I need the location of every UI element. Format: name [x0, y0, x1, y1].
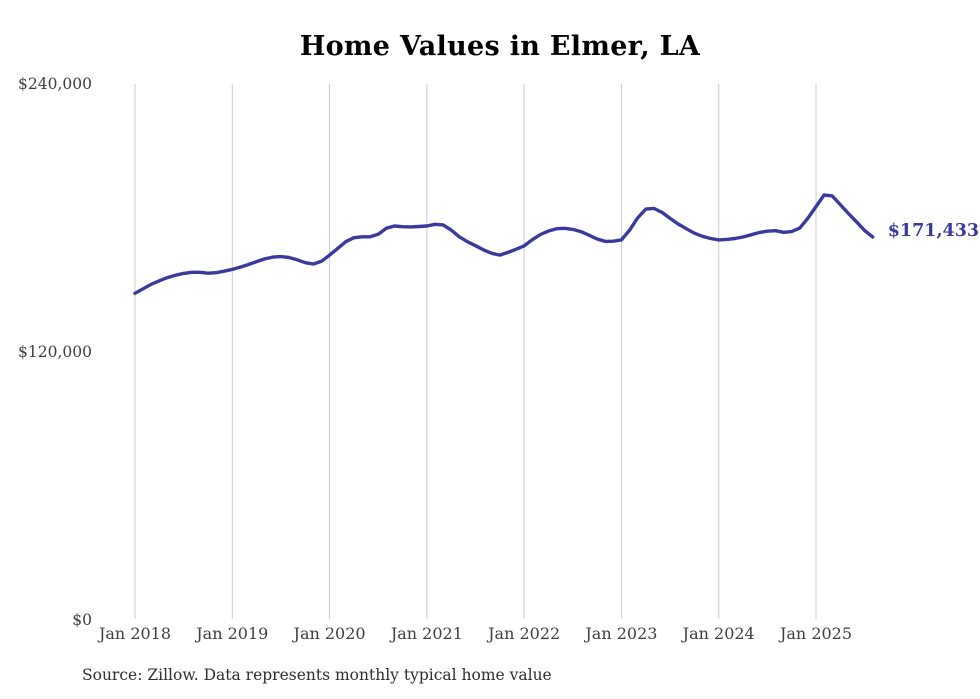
x-tick-label: Jan 2024 — [682, 624, 755, 643]
y-tick-label: $0 — [72, 611, 92, 629]
x-tick-label: Jan 2022 — [488, 624, 561, 643]
y-tick-label: $240,000 — [18, 75, 92, 93]
home-value-line — [133, 193, 875, 295]
x-tick-label: Jan 2020 — [293, 624, 366, 643]
source-note: Source: Zillow. Data represents monthly … — [82, 666, 552, 684]
x-tick-label: Jan 2023 — [585, 624, 658, 643]
end-value-label: $171,433 — [887, 221, 980, 242]
x-tick-label: Jan 2018 — [98, 624, 172, 643]
x-tick-label: Jan 2025 — [779, 624, 853, 643]
x-tick-label: Jan 2021 — [390, 624, 463, 643]
y-tick-label: $120,000 — [18, 343, 92, 361]
x-tick-label: Jan 2019 — [196, 624, 269, 643]
chart-title: Home Values in Elmer, LA — [299, 31, 701, 62]
gridlines — [134, 84, 817, 619]
